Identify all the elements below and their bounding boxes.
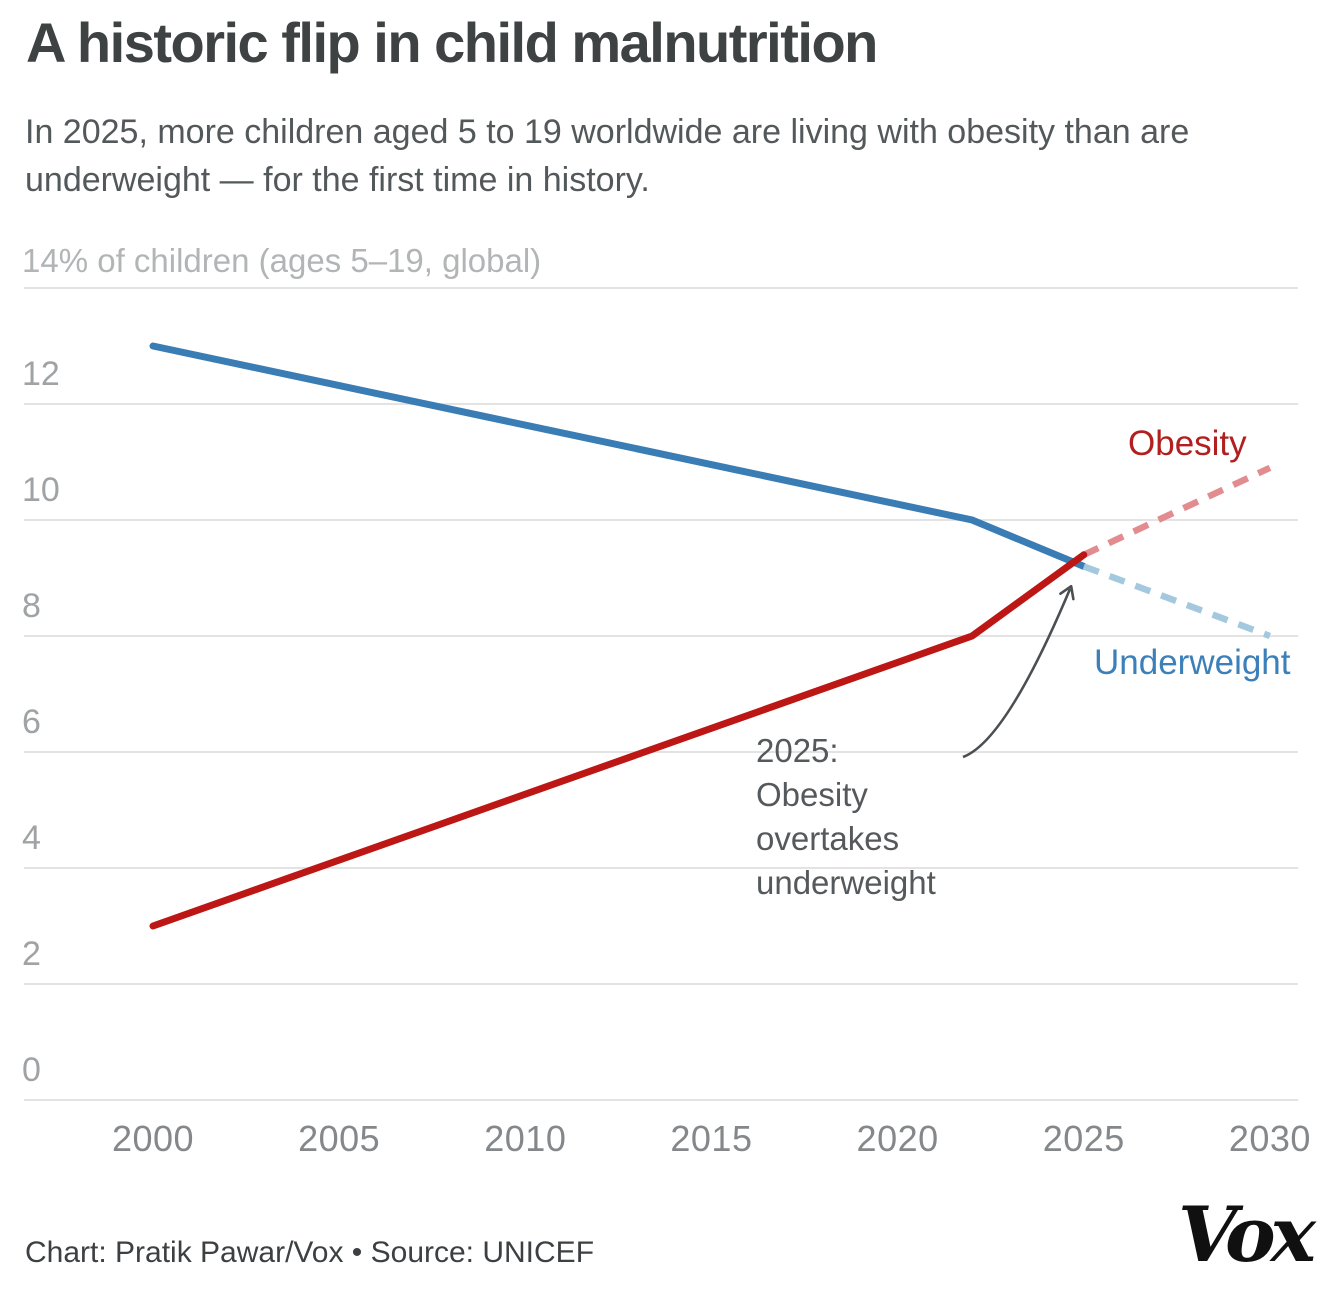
credit-source-line: Chart: Pratik Pawar/Vox • Source: UNICEF (25, 1236, 595, 1269)
vox-logo: Vox (1178, 1190, 1316, 1279)
chart-subtitle: In 2025, more children aged 5 to 19 worl… (25, 113, 1190, 199)
x-tick-label-2005: 2005 (298, 1118, 381, 1159)
y-tick-label-12: 12 (22, 355, 60, 393)
page-title: A historic flip in child malnutrition (26, 11, 878, 74)
obesity-projection-line (1082, 464, 1272, 558)
y-tick-label-6: 6 (22, 703, 41, 741)
gridlines (24, 287, 1298, 1101)
x-tick-label-2025: 2025 (1042, 1118, 1125, 1159)
underweight-line (149, 342, 1088, 570)
x-tick-label-2030: 2030 (1228, 1118, 1311, 1159)
y-tick-label-8: 8 (22, 587, 41, 625)
y-tick-label-4: 4 (22, 819, 41, 857)
x-tick-label-2015: 2015 (670, 1118, 753, 1159)
x-tick-label-2020: 2020 (856, 1118, 939, 1159)
obesity-series-label: Obesity (1128, 424, 1247, 463)
obesity-line (149, 551, 1088, 930)
underweight-projection-line (1082, 563, 1272, 640)
y-tick-label-10: 10 (22, 471, 60, 509)
y-tick-label-0: 0 (22, 1051, 41, 1089)
underweight-series-label: Underweight (1094, 643, 1291, 682)
x-tick-label-2000: 2000 (111, 1118, 195, 1159)
x-tick-label-2010: 2010 (484, 1118, 567, 1159)
y-axis-unit-label: 14% of children (ages 5–19, global) (22, 242, 542, 279)
y-tick-label-2: 2 (22, 935, 41, 973)
annotation-arrow (962, 584, 1075, 759)
crossover-annotation: 2025: Obesity overtakes underweight (756, 732, 936, 901)
